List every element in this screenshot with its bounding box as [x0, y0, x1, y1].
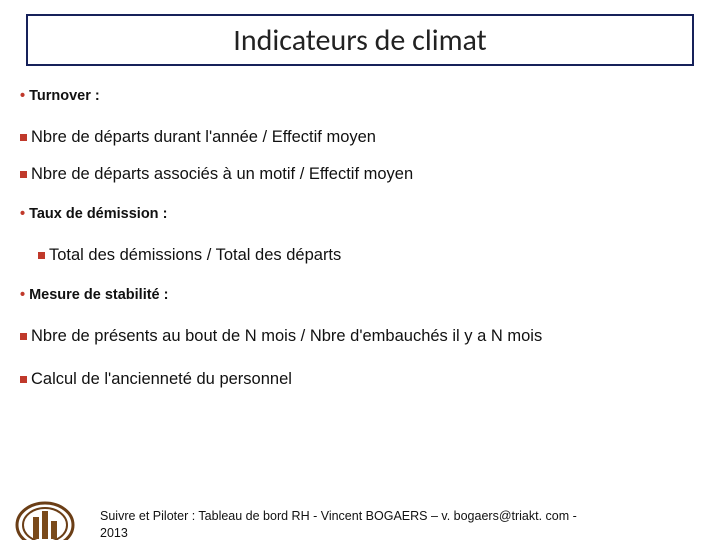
item-text: Total des démissions / Total des départs	[49, 246, 341, 264]
bullet-square-icon	[20, 376, 27, 383]
footer-text: Suivre et Piloter : Tableau de bord RH -…	[100, 508, 577, 540]
list-item: Nbre de départs associés à un motif / Ef…	[20, 165, 700, 184]
heading-text: Mesure de stabilité :	[29, 287, 168, 303]
list-item: Total des démissions / Total des départs	[20, 246, 700, 265]
list-item: Nbre de présents au bout de N mois / Nbr…	[20, 327, 700, 346]
bullet-square-icon	[20, 134, 27, 141]
section-heading-demission: •Taux de démission :	[20, 206, 700, 222]
bullet-square-icon	[20, 171, 27, 178]
logo-icon	[14, 501, 76, 540]
title-box: Indicateurs de climat	[26, 14, 694, 66]
bullet-dot-icon: •	[20, 287, 25, 303]
section-heading-turnover: •Turnover :	[20, 88, 700, 104]
footer-line2: 2013	[100, 525, 577, 540]
content-area: •Turnover : Nbre de départs durant l'ann…	[0, 88, 720, 389]
item-text: Nbre de présents au bout de N mois / Nbr…	[31, 327, 542, 345]
footer-line1: Suivre et Piloter : Tableau de bord RH -…	[100, 508, 577, 525]
item-text: Nbre de départs associés à un motif / Ef…	[31, 165, 413, 183]
footer: Suivre et Piloter : Tableau de bord RH -…	[0, 496, 720, 540]
bullet-square-icon	[38, 252, 45, 259]
list-item: Calcul de l'ancienneté du personnel	[20, 370, 700, 389]
list-item: Nbre de départs durant l'année / Effecti…	[20, 128, 700, 147]
item-text: Nbre de départs durant l'année / Effecti…	[31, 128, 376, 146]
bullet-dot-icon: •	[20, 206, 25, 222]
section-heading-stabilite: •Mesure de stabilité :	[20, 287, 700, 303]
bullet-square-icon	[20, 333, 27, 340]
slide-title: Indicateurs de climat	[233, 22, 486, 59]
bullet-dot-icon: •	[20, 88, 25, 104]
item-text: Calcul de l'ancienneté du personnel	[31, 370, 292, 388]
heading-text: Taux de démission :	[29, 206, 167, 222]
heading-text: Turnover :	[29, 88, 100, 104]
